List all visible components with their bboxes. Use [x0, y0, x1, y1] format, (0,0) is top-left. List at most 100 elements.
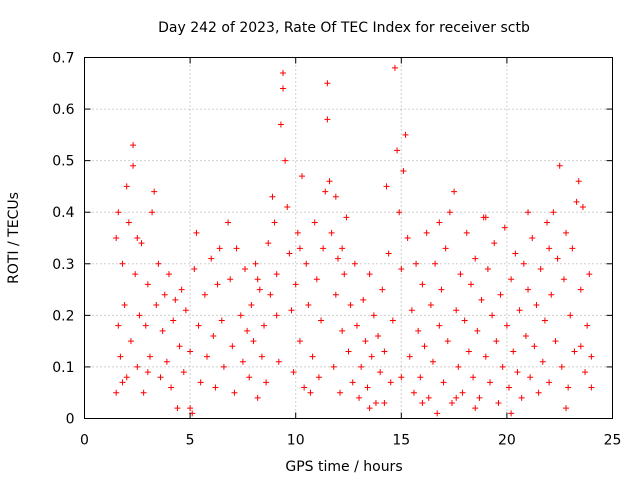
data-point — [351, 260, 358, 267]
data-point — [552, 338, 559, 345]
data-point — [440, 379, 447, 386]
data-point — [134, 363, 141, 370]
data-point — [119, 379, 126, 386]
data-point — [210, 332, 217, 339]
data-point — [484, 265, 491, 272]
data-point — [161, 291, 168, 298]
data-point — [499, 363, 506, 370]
data-point — [579, 204, 586, 211]
data-point — [506, 384, 513, 391]
data-point — [301, 384, 308, 391]
data-point — [383, 183, 390, 190]
data-point — [487, 379, 494, 386]
data-point — [203, 353, 210, 360]
data-point — [324, 80, 331, 87]
data-point — [273, 271, 280, 278]
data-point — [381, 348, 388, 355]
data-point — [510, 348, 517, 355]
data-point — [493, 338, 500, 345]
data-point — [518, 394, 525, 401]
data-point — [303, 260, 310, 267]
data-point — [187, 405, 194, 412]
data-point — [417, 374, 424, 381]
data-point — [261, 322, 268, 329]
data-point — [134, 235, 141, 241]
data-point — [529, 235, 536, 241]
data-point — [258, 353, 265, 360]
data-point — [491, 240, 498, 247]
x-tick-label: 25 — [604, 433, 622, 449]
data-point — [324, 116, 331, 123]
data-point — [556, 162, 563, 169]
x-tick-label: 0 — [80, 433, 89, 449]
axis-ticks: 0 5 10 15 20 25 0 0.1 0.2 0.3 0.4 0.5 0.6 0.7 — [52, 51, 621, 449]
data-point — [294, 229, 301, 236]
data-point — [370, 312, 377, 319]
data-point — [558, 363, 565, 370]
data-point — [252, 260, 259, 267]
y-tick-label: 0.1 — [52, 360, 74, 376]
data-point — [573, 198, 580, 205]
data-point — [489, 312, 496, 319]
data-point — [254, 276, 261, 283]
data-point — [299, 173, 306, 180]
data-point — [332, 193, 339, 200]
data-point — [231, 389, 238, 396]
y-tick-label: 0.6 — [52, 102, 74, 118]
data-point — [508, 410, 515, 417]
data-point — [577, 286, 584, 293]
data-point — [318, 317, 325, 324]
data-point — [248, 302, 255, 309]
data-point — [451, 188, 458, 195]
data-point — [423, 229, 430, 236]
data-point — [527, 374, 534, 381]
data-point — [256, 286, 263, 293]
data-point — [482, 353, 489, 360]
data-point — [239, 358, 246, 365]
data-point — [533, 302, 540, 309]
data-point — [582, 369, 589, 376]
data-point — [429, 358, 436, 365]
data-point — [584, 322, 591, 329]
data-point — [149, 209, 156, 216]
data-point — [144, 281, 151, 288]
data-point — [212, 384, 219, 391]
y-tick-label: 0.2 — [52, 308, 74, 324]
x-axis-label: GPS time / hours — [285, 459, 402, 475]
data-point — [377, 369, 384, 376]
data-point — [372, 400, 379, 407]
data-point — [250, 338, 257, 345]
x-tick-label: 15 — [392, 433, 410, 449]
data-point — [330, 363, 337, 370]
data-point — [337, 389, 344, 396]
data-point — [254, 394, 261, 401]
data-point — [271, 219, 278, 226]
data-point — [575, 178, 582, 185]
data-point — [470, 374, 477, 381]
data-point — [550, 209, 557, 216]
data-point — [332, 291, 339, 298]
data-point — [436, 219, 443, 226]
data-point — [406, 353, 413, 360]
data-point — [113, 235, 120, 241]
data-point — [273, 312, 280, 319]
data-point — [180, 369, 187, 376]
data-point — [292, 281, 299, 288]
data-points — [113, 64, 595, 417]
data-point — [364, 384, 371, 391]
data-point — [368, 353, 375, 360]
data-point — [563, 229, 570, 236]
data-point — [151, 188, 158, 195]
data-point — [168, 384, 175, 391]
x-tick-label: 10 — [287, 433, 305, 449]
data-point — [427, 302, 434, 309]
data-point — [548, 291, 555, 298]
y-tick-label: 0 — [66, 412, 75, 428]
data-point — [546, 245, 553, 252]
data-point — [541, 317, 548, 324]
data-point — [398, 374, 405, 381]
x-tick-label: 5 — [186, 433, 195, 449]
data-point — [455, 363, 462, 370]
data-point — [381, 400, 388, 407]
data-point — [465, 348, 472, 355]
